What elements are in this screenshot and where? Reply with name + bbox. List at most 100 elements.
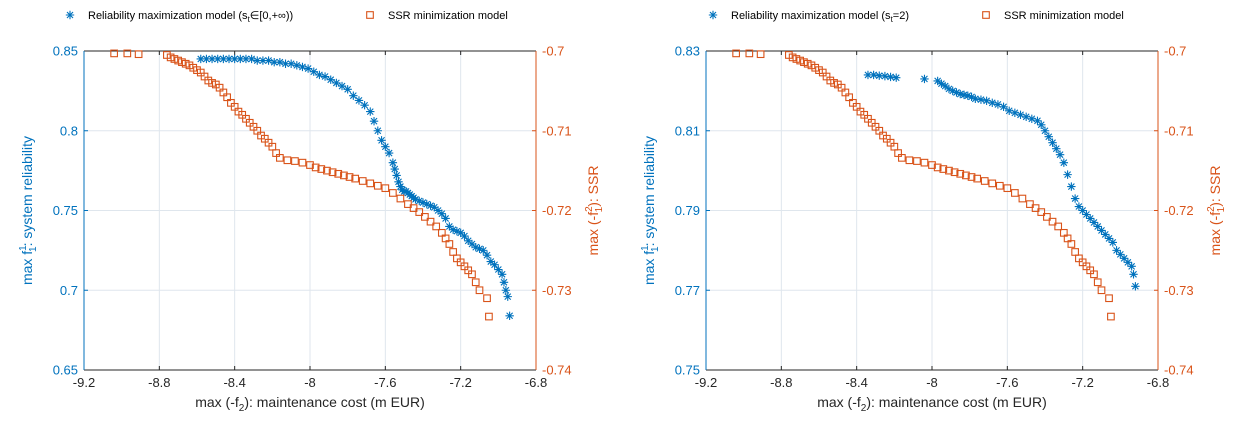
y-left-tick-label: 0.7	[60, 283, 78, 298]
reliability-point	[482, 250, 492, 260]
ssr-point	[426, 217, 435, 226]
reliability-point	[1010, 108, 1020, 118]
reliability-point	[343, 85, 352, 94]
reliability-point	[1037, 120, 1046, 129]
y-left-label-superscript: 1	[640, 245, 651, 251]
ssr-point	[396, 194, 405, 203]
ssr-point	[1043, 213, 1051, 221]
ssr-point	[345, 173, 354, 181]
x-axis-label-subscript: 2	[239, 403, 245, 414]
reliability-point	[1129, 270, 1138, 279]
reliability-point	[959, 90, 969, 100]
y-right-axis-label: max (-f21): SSR	[1206, 166, 1227, 256]
ssr-point	[373, 181, 382, 190]
reliability-point	[196, 54, 205, 64]
ssr-point	[432, 222, 441, 231]
ssr-point	[973, 174, 982, 183]
reliability-point	[411, 195, 420, 204]
legend-label-reliability: Reliability maximization model (st=2)	[731, 10, 909, 24]
ssr-point	[920, 158, 929, 167]
y-left-tick-label: 0.83	[675, 44, 700, 59]
ssr-point	[1026, 200, 1034, 208]
y-right-tick-label: -0.71	[1164, 123, 1194, 138]
reliability-point	[309, 67, 318, 76]
reliability-point	[1104, 234, 1114, 243]
reliability-point	[430, 203, 439, 212]
ssr-point	[306, 161, 314, 169]
ssr-point	[956, 169, 965, 178]
ssr-point	[939, 165, 948, 173]
ssr-point	[898, 154, 906, 162]
ssr-point	[409, 204, 418, 212]
reliability-point	[1055, 150, 1065, 159]
x-axis-label-tail: ): maintenance cost (m EUR)	[244, 394, 425, 410]
y-right-label-tail: ): SSR	[585, 166, 601, 207]
reliability-point	[258, 56, 268, 65]
reliability-point	[224, 54, 234, 64]
y-left-axis-label: max f11: system reliability	[18, 136, 39, 285]
ssr-point	[1090, 270, 1098, 279]
reliability-point	[486, 257, 495, 266]
ssr-point	[483, 294, 491, 303]
legend-label-subscript: t	[248, 15, 251, 24]
x-axis-label-subscript: 2	[861, 403, 867, 414]
x-axis-label: max (-f2): maintenance cost (m EUR)	[817, 394, 1047, 414]
x-axis-label: max (-f2): maintenance cost (m EUR)	[195, 394, 425, 414]
reliability-point	[963, 91, 972, 100]
ssr-point	[745, 49, 754, 58]
reliability-point	[863, 70, 873, 80]
y-left-tick-label: 0.79	[675, 203, 700, 218]
reliability-point	[869, 70, 878, 80]
y-right-tick-label: -0.72	[542, 203, 572, 218]
y-right-axis-label: max (-f21): SSR	[584, 166, 605, 256]
x-axis-label-main: max (-f	[817, 394, 861, 410]
ssr-point	[276, 154, 284, 162]
ssr-point	[967, 173, 976, 181]
reliability-point	[253, 56, 262, 65]
reliability-point	[1005, 106, 1014, 116]
reliability-point	[937, 79, 946, 88]
y-left-label-subscript: 1	[650, 246, 661, 252]
y-right-label-superscript: 2	[1206, 206, 1217, 212]
ssr-series	[732, 49, 1115, 321]
reliability-point	[1063, 170, 1072, 179]
reliability-point	[1021, 112, 1031, 121]
x-tick-label: -8.4	[845, 375, 867, 390]
ssr-point	[905, 156, 914, 165]
ssr-point	[1093, 278, 1102, 287]
x-tick-label: -8.4	[223, 375, 245, 390]
reliability-point	[1052, 144, 1061, 153]
reliability-point	[369, 116, 379, 126]
reliability-point	[437, 209, 447, 218]
reliability-point	[1112, 246, 1121, 255]
y-right-tick-label: -0.71	[542, 123, 572, 138]
reliability-point	[303, 64, 313, 73]
reliability-point	[241, 54, 251, 64]
y-left-tick-label: 0.81	[675, 123, 700, 138]
reliability-point	[213, 54, 222, 64]
y-left-label-subscript: 1	[28, 246, 39, 252]
reliability-point	[207, 54, 217, 64]
ssr-point	[1031, 204, 1040, 212]
legend-label-ssr: SSR minimization model	[388, 10, 508, 22]
reliability-point	[415, 196, 424, 206]
ssr-point	[1048, 217, 1057, 226]
reliability-point	[499, 278, 509, 287]
ssr-point	[1018, 194, 1027, 203]
reliability-point	[999, 102, 1008, 112]
ssr-point	[1105, 294, 1113, 303]
reliability-point	[219, 54, 228, 64]
reliability-point	[332, 78, 341, 88]
reliability-point	[1127, 262, 1136, 271]
reliability-point	[366, 107, 375, 116]
reliability-point	[471, 242, 480, 252]
reliability-point	[976, 95, 986, 104]
legend-label-main: Reliability maximization model (s	[731, 10, 891, 22]
ssr-point	[404, 200, 412, 208]
reliability-point	[971, 94, 980, 104]
legend-asterisk-marker	[65, 10, 75, 20]
reliability-point	[1078, 206, 1087, 215]
reliability-point	[202, 54, 211, 64]
reliability-point	[494, 265, 503, 274]
ssr-point	[317, 165, 326, 173]
